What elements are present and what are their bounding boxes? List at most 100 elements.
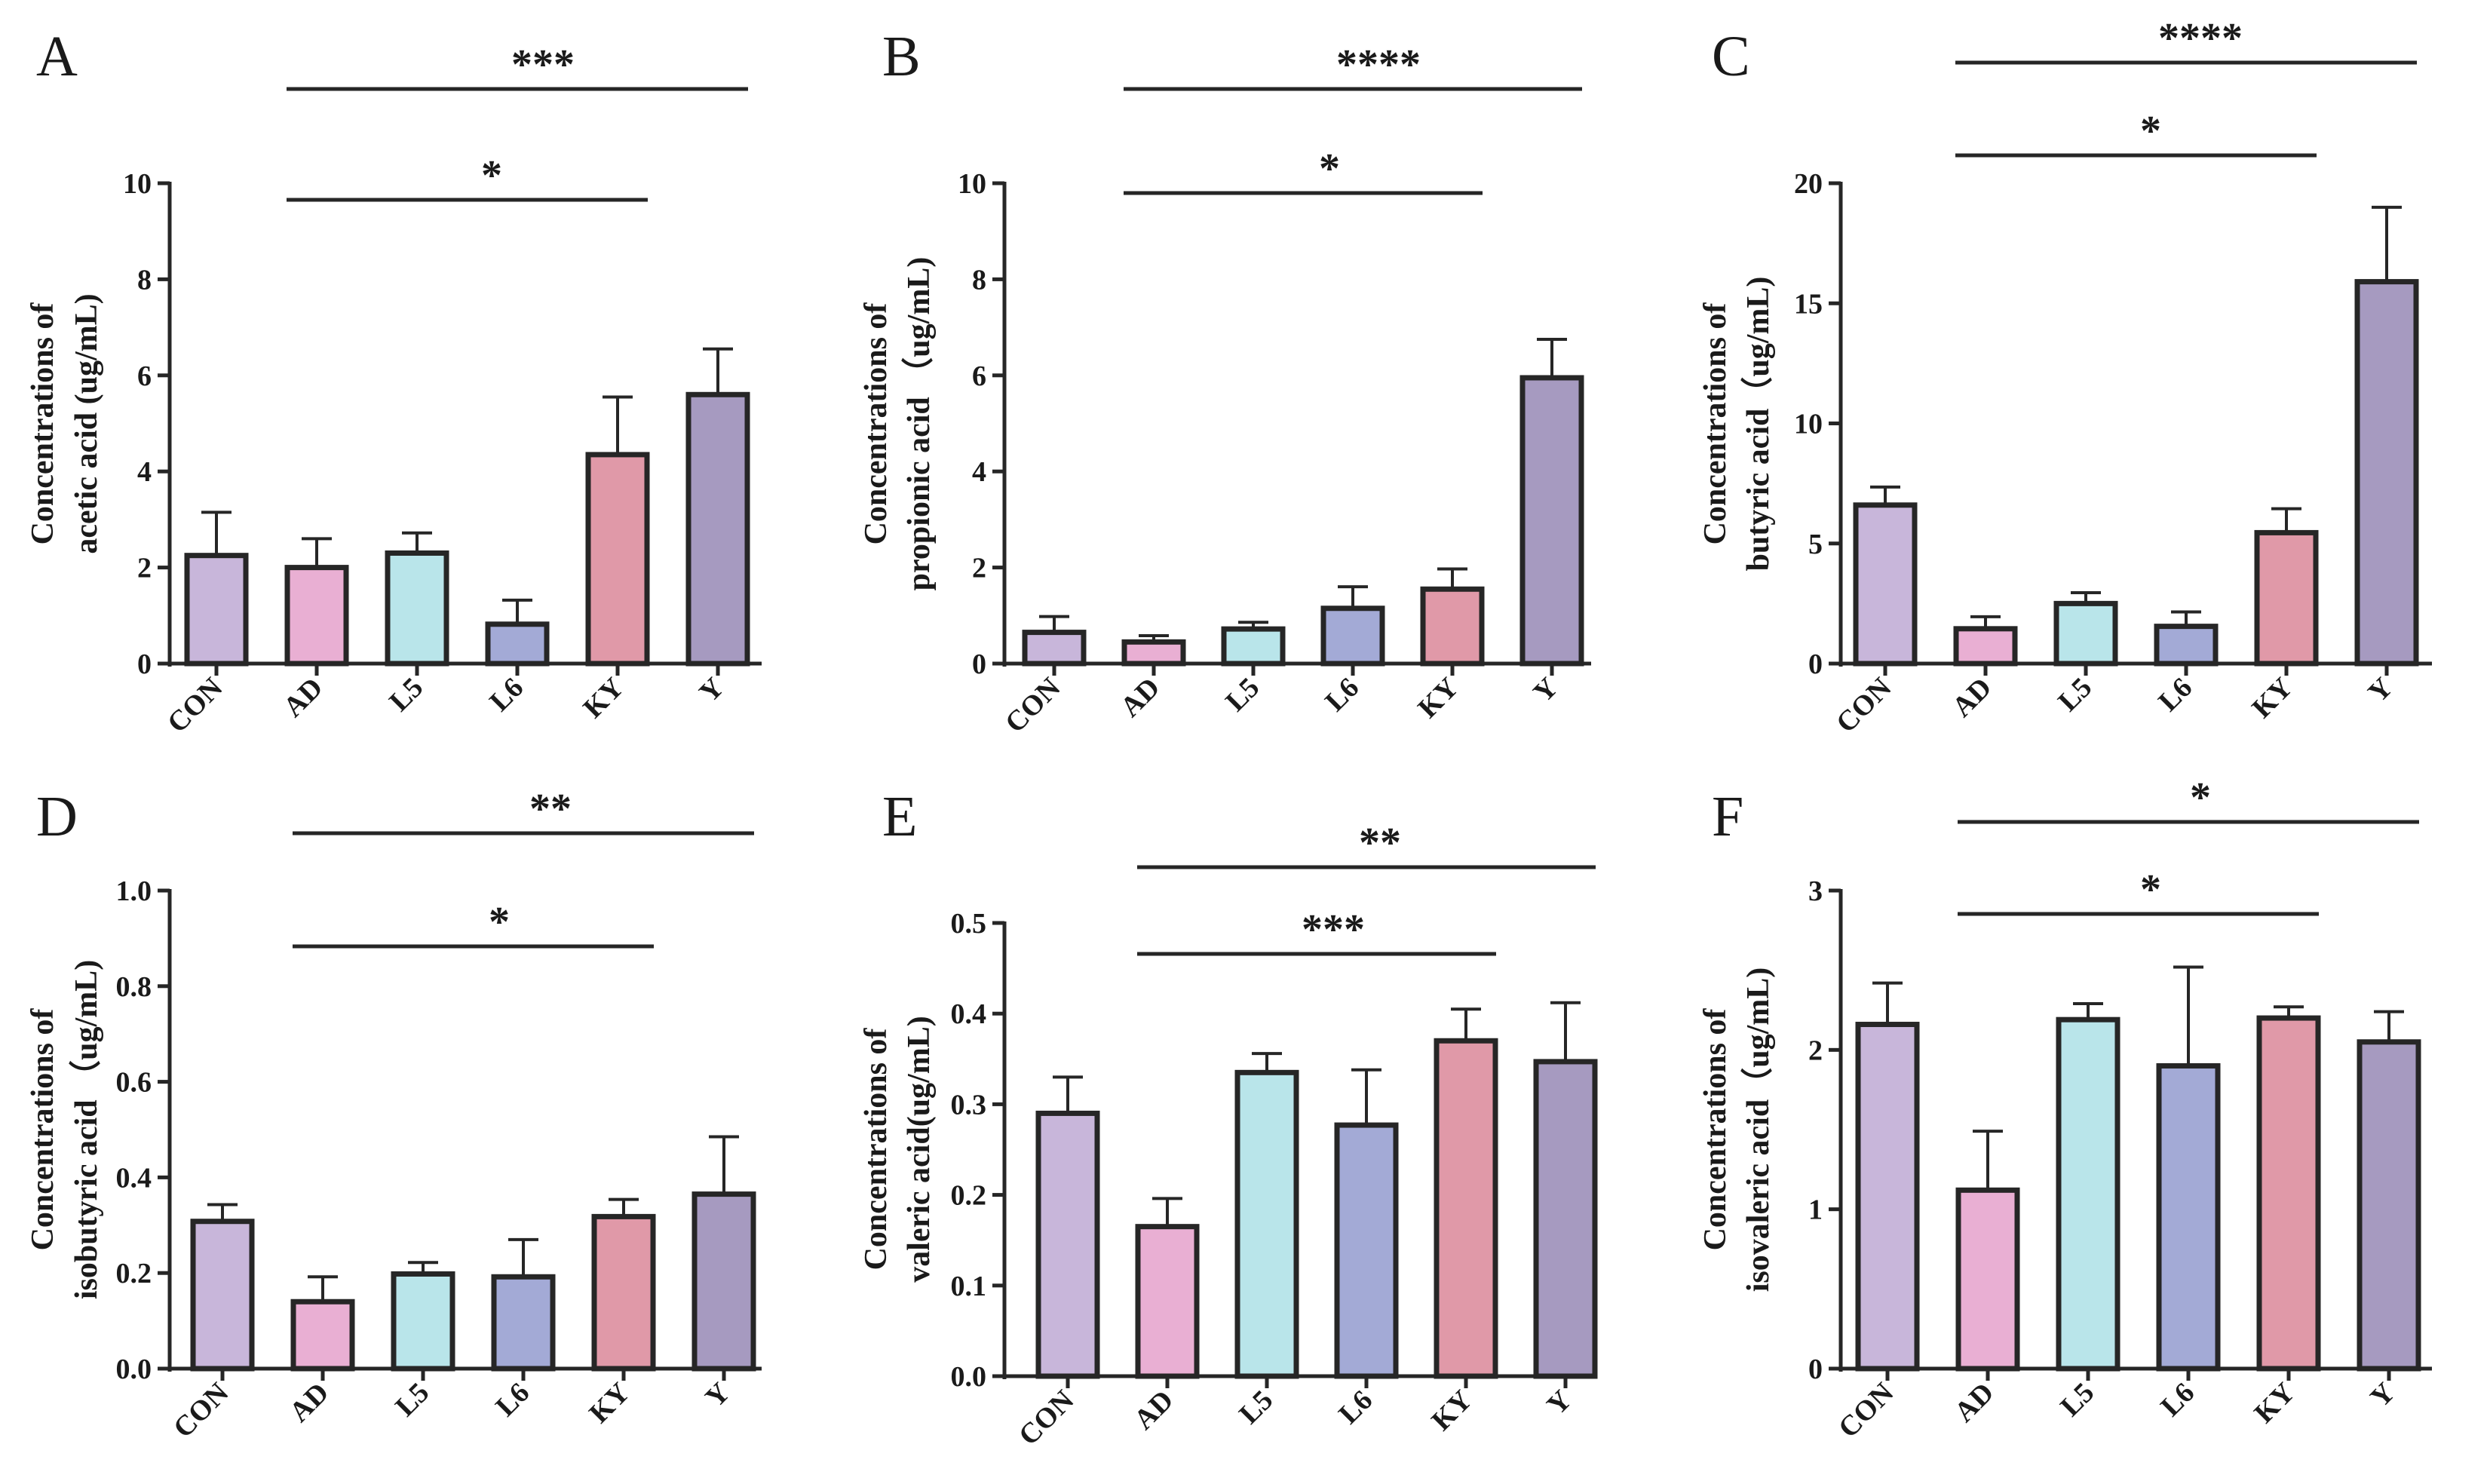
y-tick-label: 1.0 (116, 875, 152, 907)
bar-con (1035, 1110, 1100, 1379)
y-tick-label: 0.3 (951, 1089, 987, 1121)
x-tick-label: Y (699, 1377, 736, 1414)
x-tick-label: CON (999, 672, 1066, 739)
x-tick-label: L5 (1233, 1384, 1279, 1430)
bar-ad (1121, 639, 1186, 667)
x-tick-label: L6 (2154, 1377, 2200, 1423)
y-tick-label: 2 (972, 553, 986, 584)
x-tick-label: CON (1013, 1384, 1080, 1452)
bar-ad (1955, 1187, 2020, 1372)
x-tick-label: Y (1527, 672, 1564, 709)
bar-l6 (2156, 1062, 2221, 1372)
bar-con (1022, 630, 1087, 667)
bar-con (184, 553, 249, 667)
y-tick-label: 0.1 (951, 1271, 987, 1302)
y-axis-label: Concentrations of (1698, 302, 1733, 545)
bar-l6 (2154, 624, 2219, 667)
x-tick-label: AD (278, 672, 330, 724)
bar-l6 (485, 621, 550, 667)
y-tick-label: 0.2 (116, 1258, 152, 1289)
bar-ad (1135, 1224, 1200, 1379)
x-tick-label: AD (1949, 1377, 2001, 1429)
y-tick-label: 0.4 (116, 1162, 152, 1194)
y-axis-label: isobutyric acid （ug/mL) (69, 960, 104, 1299)
y-axis-label: acetic acid (ug/mL) (69, 293, 104, 553)
bar-l6 (1320, 606, 1385, 667)
bar-l5 (391, 1271, 455, 1372)
panel-letter: E (882, 785, 917, 848)
y-tick-label: 8 (972, 264, 986, 296)
significance-marker: * (2190, 774, 2211, 821)
bar-y (2357, 1039, 2421, 1372)
y-axis-label: Concentrations of (1698, 1008, 1733, 1251)
bar-y (685, 391, 750, 667)
significance-marker: ** (529, 786, 572, 832)
y-tick-label: 0.2 (951, 1180, 987, 1212)
x-tick-label: L5 (2054, 1377, 2100, 1423)
x-tick-label: KY (577, 672, 630, 725)
significance-marker: * (481, 152, 502, 199)
bar-y (1533, 1059, 1598, 1379)
panel-letter: B (882, 25, 921, 88)
bar-l5 (2056, 1016, 2120, 1372)
significance-marker: **** (1336, 41, 1421, 88)
x-tick-label: CON (161, 672, 228, 739)
x-tick-label: L5 (389, 1377, 435, 1423)
y-tick-label: 0 (1808, 1354, 1823, 1385)
bar-ad (1953, 626, 2018, 667)
x-tick-label: L6 (483, 672, 529, 718)
panel-letter: C (1712, 25, 1750, 88)
x-tick-label: L6 (2152, 672, 2198, 718)
y-tick-label: 2 (137, 553, 152, 584)
y-axis-label: valeric acid(ug/mL) (902, 1016, 937, 1282)
significance-marker: * (2140, 108, 2161, 155)
bar-y (1519, 375, 1584, 667)
x-tick-label: Y (1541, 1384, 1578, 1421)
x-tick-label: L5 (1219, 672, 1265, 718)
y-tick-label: 0.8 (116, 971, 152, 1003)
y-axis-label: butyric acid（ug/mL) (1740, 277, 1776, 572)
x-tick-label: KY (2246, 672, 2298, 725)
y-axis-label: Concentrations of (26, 1008, 60, 1251)
panels-container: A 0 2 4 6 8 10 CON AD L5 L6 KY Y Concentrations of ace… (26, 15, 2432, 1452)
y-axis-label: propionic acid （ug/mL) (901, 257, 937, 591)
bar-l5 (1221, 626, 1286, 667)
y-tick-label: 6 (137, 360, 152, 392)
y-tick-label: 10 (1794, 409, 1823, 440)
y-tick-label: 0.0 (951, 1361, 987, 1393)
y-tick-label: 8 (137, 264, 152, 296)
x-tick-label: CON (1830, 672, 1897, 739)
x-tick-label: CON (167, 1377, 235, 1444)
bar-l5 (2053, 600, 2118, 667)
panel-d: D 0.0 0.2 0.4 0.6 0.8 1.0 CON AD L5 L6 KY Y Concentra… (26, 785, 762, 1444)
y-tick-label: 15 (1794, 288, 1823, 320)
x-tick-label: L6 (489, 1377, 535, 1423)
y-tick-label: 4 (972, 456, 986, 488)
y-tick-label: 6 (972, 360, 986, 392)
bar-con (1853, 502, 1918, 667)
y-tick-label: 5 (1808, 529, 1823, 560)
x-tick-label: KY (1425, 1384, 1478, 1437)
x-tick-label: Y (2362, 672, 2399, 709)
y-tick-label: 4 (137, 456, 152, 488)
x-tick-label: Y (2364, 1377, 2401, 1414)
x-tick-label: KY (1412, 672, 1464, 725)
y-axis-label: Concentrations of (859, 1028, 894, 1271)
panel-letter: F (1712, 785, 1743, 848)
bar-l5 (1234, 1069, 1299, 1379)
bar-ad (284, 565, 349, 667)
y-tick-label: 0.0 (116, 1354, 152, 1385)
y-tick-label: 0 (972, 648, 986, 680)
y-tick-label: 2 (1808, 1035, 1823, 1066)
y-axis-label: isovaleric acid（ug/mL) (1740, 967, 1776, 1292)
x-tick-label: AD (1115, 672, 1167, 724)
bar-l6 (1334, 1122, 1399, 1379)
x-tick-label: L5 (383, 672, 429, 718)
x-tick-label: L6 (1332, 1384, 1378, 1430)
panel-letter: A (36, 25, 78, 88)
bar-l5 (385, 550, 449, 667)
x-tick-label: KY (2248, 1377, 2301, 1430)
y-axis-label: Concentrations of (859, 302, 894, 545)
bar-con (190, 1219, 255, 1372)
